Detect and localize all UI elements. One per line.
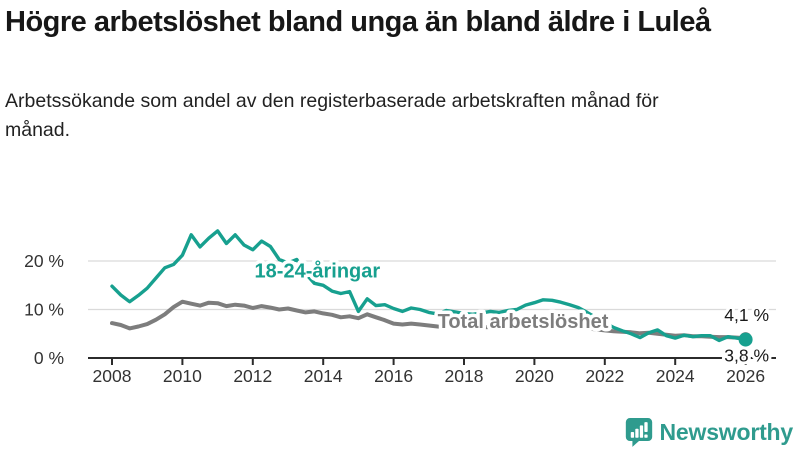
logo-bubble [625,418,652,447]
x-tick-label: 2022 [585,366,624,386]
chart-canvas: 0 % 10 % 20 % 2008 2010 2012 2014 2016 2018 2020 2… [0,200,800,400]
x-tick-label: 2026 [726,366,765,386]
brand-name: Newsworthy [659,418,794,445]
x-tick-label: 2010 [163,366,202,386]
x-tick-label: 2020 [515,366,554,386]
logo-exclamation-bar [643,422,648,432]
page-title: Högre arbetslöshet bland unga än bland ä… [5,6,711,38]
x-tick-label: 2012 [233,366,272,386]
x-tick-label: 2008 [93,366,132,386]
end-value-label-total: 4,1 % [724,305,769,325]
y-tick-label: 20 % [24,251,64,271]
newsworthy-logo-icon [625,417,653,447]
logo-exclamation-dot [643,434,648,438]
logo-bar-3 [639,425,643,438]
series-line-total [110,299,748,341]
chart-subtitle: Arbetssökande som andel av den registerb… [5,90,659,141]
chart-header: Högre arbetslöshet bland unga än bland ä… [5,4,794,145]
x-tick-label: 2018 [445,366,484,386]
end-dot-youth [738,332,753,347]
y-tick-label: 0 % [34,348,64,368]
series-line-youth [110,229,748,343]
x-tick-label: 2024 [656,366,695,386]
x-tick-label: 2016 [374,366,413,386]
logo-bar-1 [630,432,634,438]
y-tick-label: 10 % [24,300,64,320]
end-value-label-youth: 3,8 % [724,346,769,366]
x-tick-label: 2014 [304,366,343,386]
brand-footer: Newsworthy [625,417,793,447]
chart-svg: 0 % 10 % 20 % 2008 2010 2012 2014 2016 2018 2020 2… [24,229,776,386]
series-label-total: Total arbetslöshet [438,311,609,333]
logo-bar-2 [634,428,639,438]
series-label-youth: 18-24-åringar [255,259,381,282]
